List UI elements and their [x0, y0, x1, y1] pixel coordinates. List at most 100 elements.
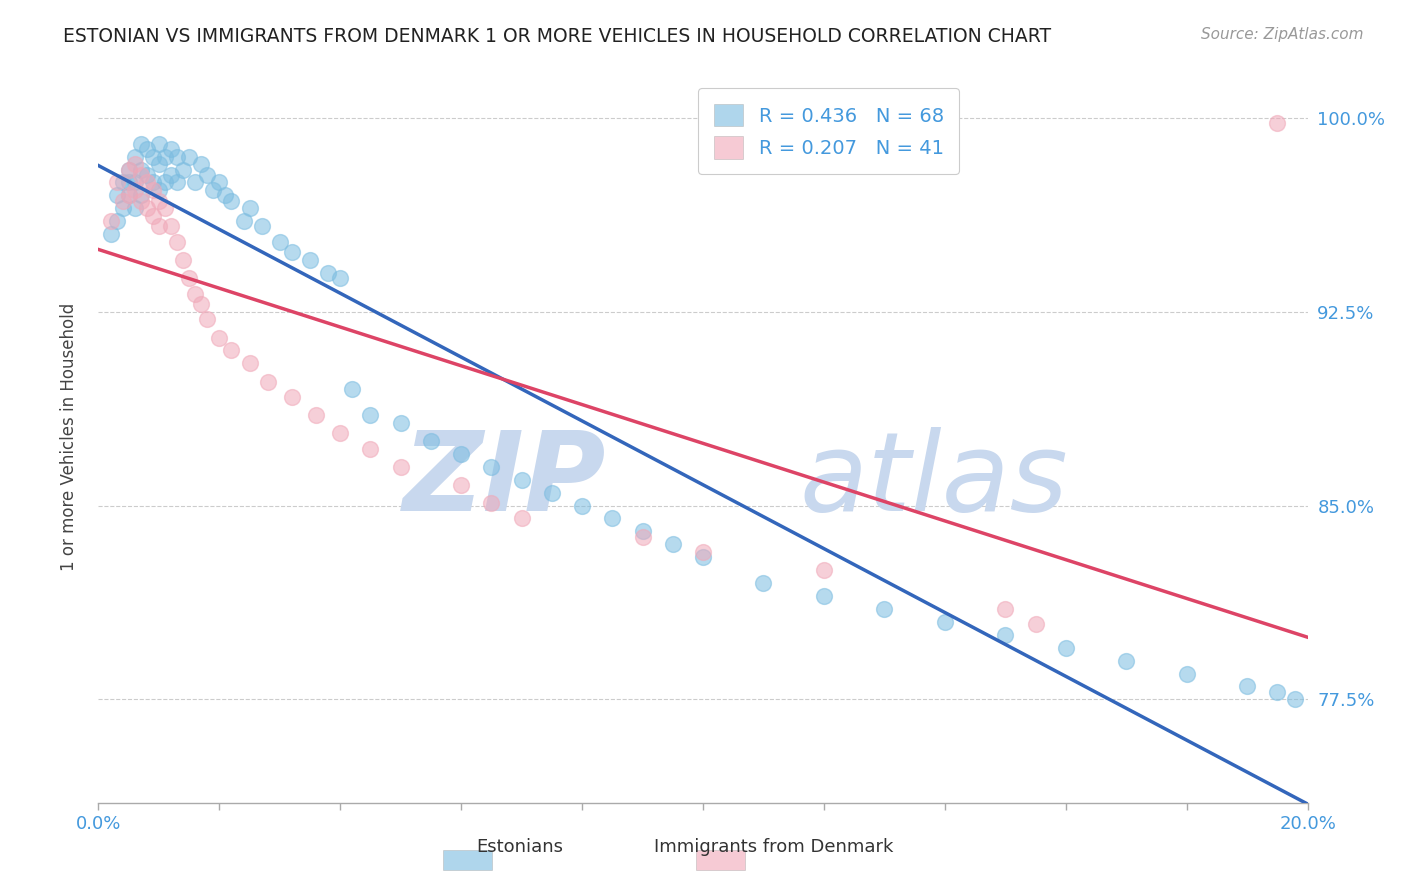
Point — [450, 447, 472, 461]
Point — [239, 356, 262, 370]
Point — [172, 253, 194, 268]
Point — [100, 214, 122, 228]
Point — [142, 176, 165, 190]
Text: ESTONIAN VS IMMIGRANTS FROM DENMARK 1 OR MORE VEHICLES IN HOUSEHOLD CORRELATION : ESTONIAN VS IMMIGRANTS FROM DENMARK 1 OR… — [63, 27, 1052, 45]
Point — [148, 219, 170, 234]
Point — [994, 628, 1017, 642]
Text: atlas: atlas — [800, 427, 1069, 534]
Point — [389, 416, 412, 430]
Point — [135, 202, 157, 216]
Point — [118, 176, 141, 190]
Point — [129, 194, 152, 208]
Text: Source: ZipAtlas.com: Source: ZipAtlas.com — [1201, 27, 1364, 42]
Point — [129, 162, 152, 177]
Point — [450, 478, 472, 492]
Point — [166, 235, 188, 249]
Point — [124, 176, 146, 190]
Point — [118, 188, 141, 202]
Point — [1054, 640, 1077, 655]
Point — [481, 459, 503, 474]
Point — [148, 157, 170, 171]
Point — [250, 219, 273, 234]
Point — [135, 176, 157, 190]
Point — [994, 602, 1017, 616]
Point — [124, 150, 146, 164]
Point — [105, 188, 128, 202]
Point — [111, 202, 134, 216]
Point — [208, 176, 231, 190]
Point — [184, 176, 207, 190]
Point — [281, 245, 304, 260]
Point — [1024, 617, 1046, 632]
Point — [142, 209, 165, 223]
Point — [631, 524, 654, 539]
Point — [692, 550, 714, 565]
Point — [129, 136, 152, 151]
Point — [934, 615, 956, 629]
Point — [1236, 680, 1258, 694]
Point — [179, 271, 201, 285]
Point — [124, 183, 146, 197]
Point — [661, 537, 683, 551]
Point — [124, 202, 146, 216]
Point — [190, 157, 212, 171]
Point — [105, 176, 128, 190]
Point — [510, 473, 533, 487]
Point — [160, 142, 183, 156]
Legend: R = 0.436   N = 68, R = 0.207   N = 41: R = 0.436 N = 68, R = 0.207 N = 41 — [699, 88, 959, 174]
Point — [221, 343, 243, 358]
Point — [329, 271, 352, 285]
Point — [118, 162, 141, 177]
Point — [269, 235, 291, 249]
Text: ZIP: ZIP — [402, 427, 606, 534]
Point — [105, 214, 128, 228]
Point — [316, 266, 339, 280]
Point — [172, 162, 194, 177]
Point — [631, 530, 654, 544]
Point — [752, 576, 775, 591]
Point — [124, 157, 146, 171]
Point — [1267, 684, 1289, 698]
Point — [202, 183, 225, 197]
Point — [142, 150, 165, 164]
Point — [153, 176, 176, 190]
Point — [1175, 666, 1198, 681]
Point — [160, 168, 183, 182]
Point — [360, 442, 382, 456]
Point — [1284, 692, 1306, 706]
Point — [135, 142, 157, 156]
Point — [256, 375, 278, 389]
Point — [342, 382, 364, 396]
Point — [420, 434, 443, 448]
Point — [179, 150, 201, 164]
Point — [100, 227, 122, 242]
Point — [510, 511, 533, 525]
Y-axis label: 1 or more Vehicles in Household: 1 or more Vehicles in Household — [59, 303, 77, 571]
Point — [239, 202, 262, 216]
Point — [221, 194, 243, 208]
Point — [602, 511, 624, 525]
Point — [135, 168, 157, 182]
Point — [232, 214, 254, 228]
Point — [118, 162, 141, 177]
Point — [360, 408, 382, 422]
Point — [540, 485, 562, 500]
Point — [195, 168, 218, 182]
Point — [305, 408, 328, 422]
Point — [111, 176, 134, 190]
Point — [129, 188, 152, 202]
Point — [214, 188, 236, 202]
Point — [692, 545, 714, 559]
Point — [389, 459, 412, 474]
Point — [111, 194, 134, 208]
Point — [184, 286, 207, 301]
Text: Immigrants from Denmark: Immigrants from Denmark — [654, 838, 893, 856]
Point — [148, 194, 170, 208]
Point — [153, 202, 176, 216]
Point — [571, 499, 593, 513]
Point — [481, 496, 503, 510]
Point — [166, 176, 188, 190]
Point — [142, 183, 165, 197]
Point — [1267, 116, 1289, 130]
Point — [160, 219, 183, 234]
